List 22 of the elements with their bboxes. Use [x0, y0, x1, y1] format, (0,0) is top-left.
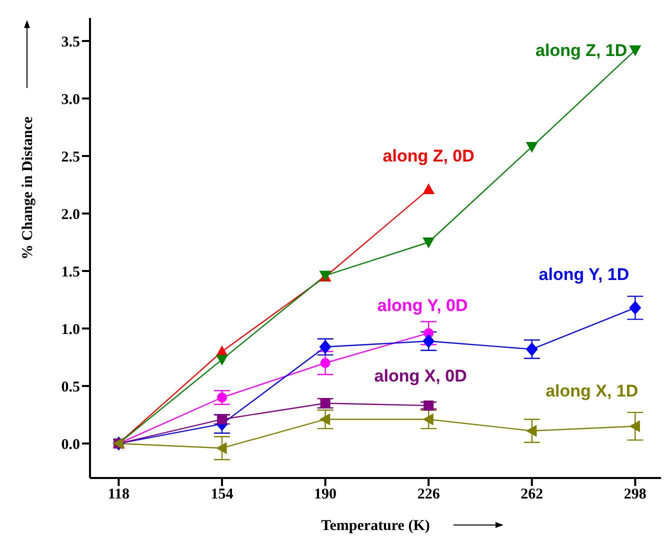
series-label: along X, 1D [546, 381, 638, 400]
x-tick-label: 118 [108, 486, 130, 503]
x-axis-title: Temperature (K) [321, 518, 430, 534]
y-tick-label: 3.5 [61, 34, 80, 50]
y-tick-label: 1.5 [61, 264, 80, 280]
y-axis-title: % Change in Distance [20, 116, 36, 260]
x-tick-label: 226 [417, 486, 440, 503]
y-tick-label: 2.5 [61, 149, 80, 166]
series-label: along Y, 0D [377, 296, 468, 316]
y-tick-label: 3.0 [61, 92, 80, 108]
x-tick-label: 298 [624, 486, 646, 503]
series-label: along Z, 1D [536, 41, 628, 60]
y-tick-label: 1.0 [61, 322, 80, 338]
y-tick-label: 0.0 [61, 436, 80, 453]
x-tick-label: 154 [210, 486, 234, 503]
x-tick-label: 262 [520, 486, 544, 503]
series-label: along X, 0D [374, 366, 467, 386]
y-tick-label: 2.0 [61, 206, 80, 223]
x-tick-label: 190 [314, 486, 337, 503]
y-tick-label: 0.5 [61, 379, 80, 396]
series-label: along Z, 0D [382, 146, 474, 166]
series-label: along Y, 1D [538, 264, 630, 284]
